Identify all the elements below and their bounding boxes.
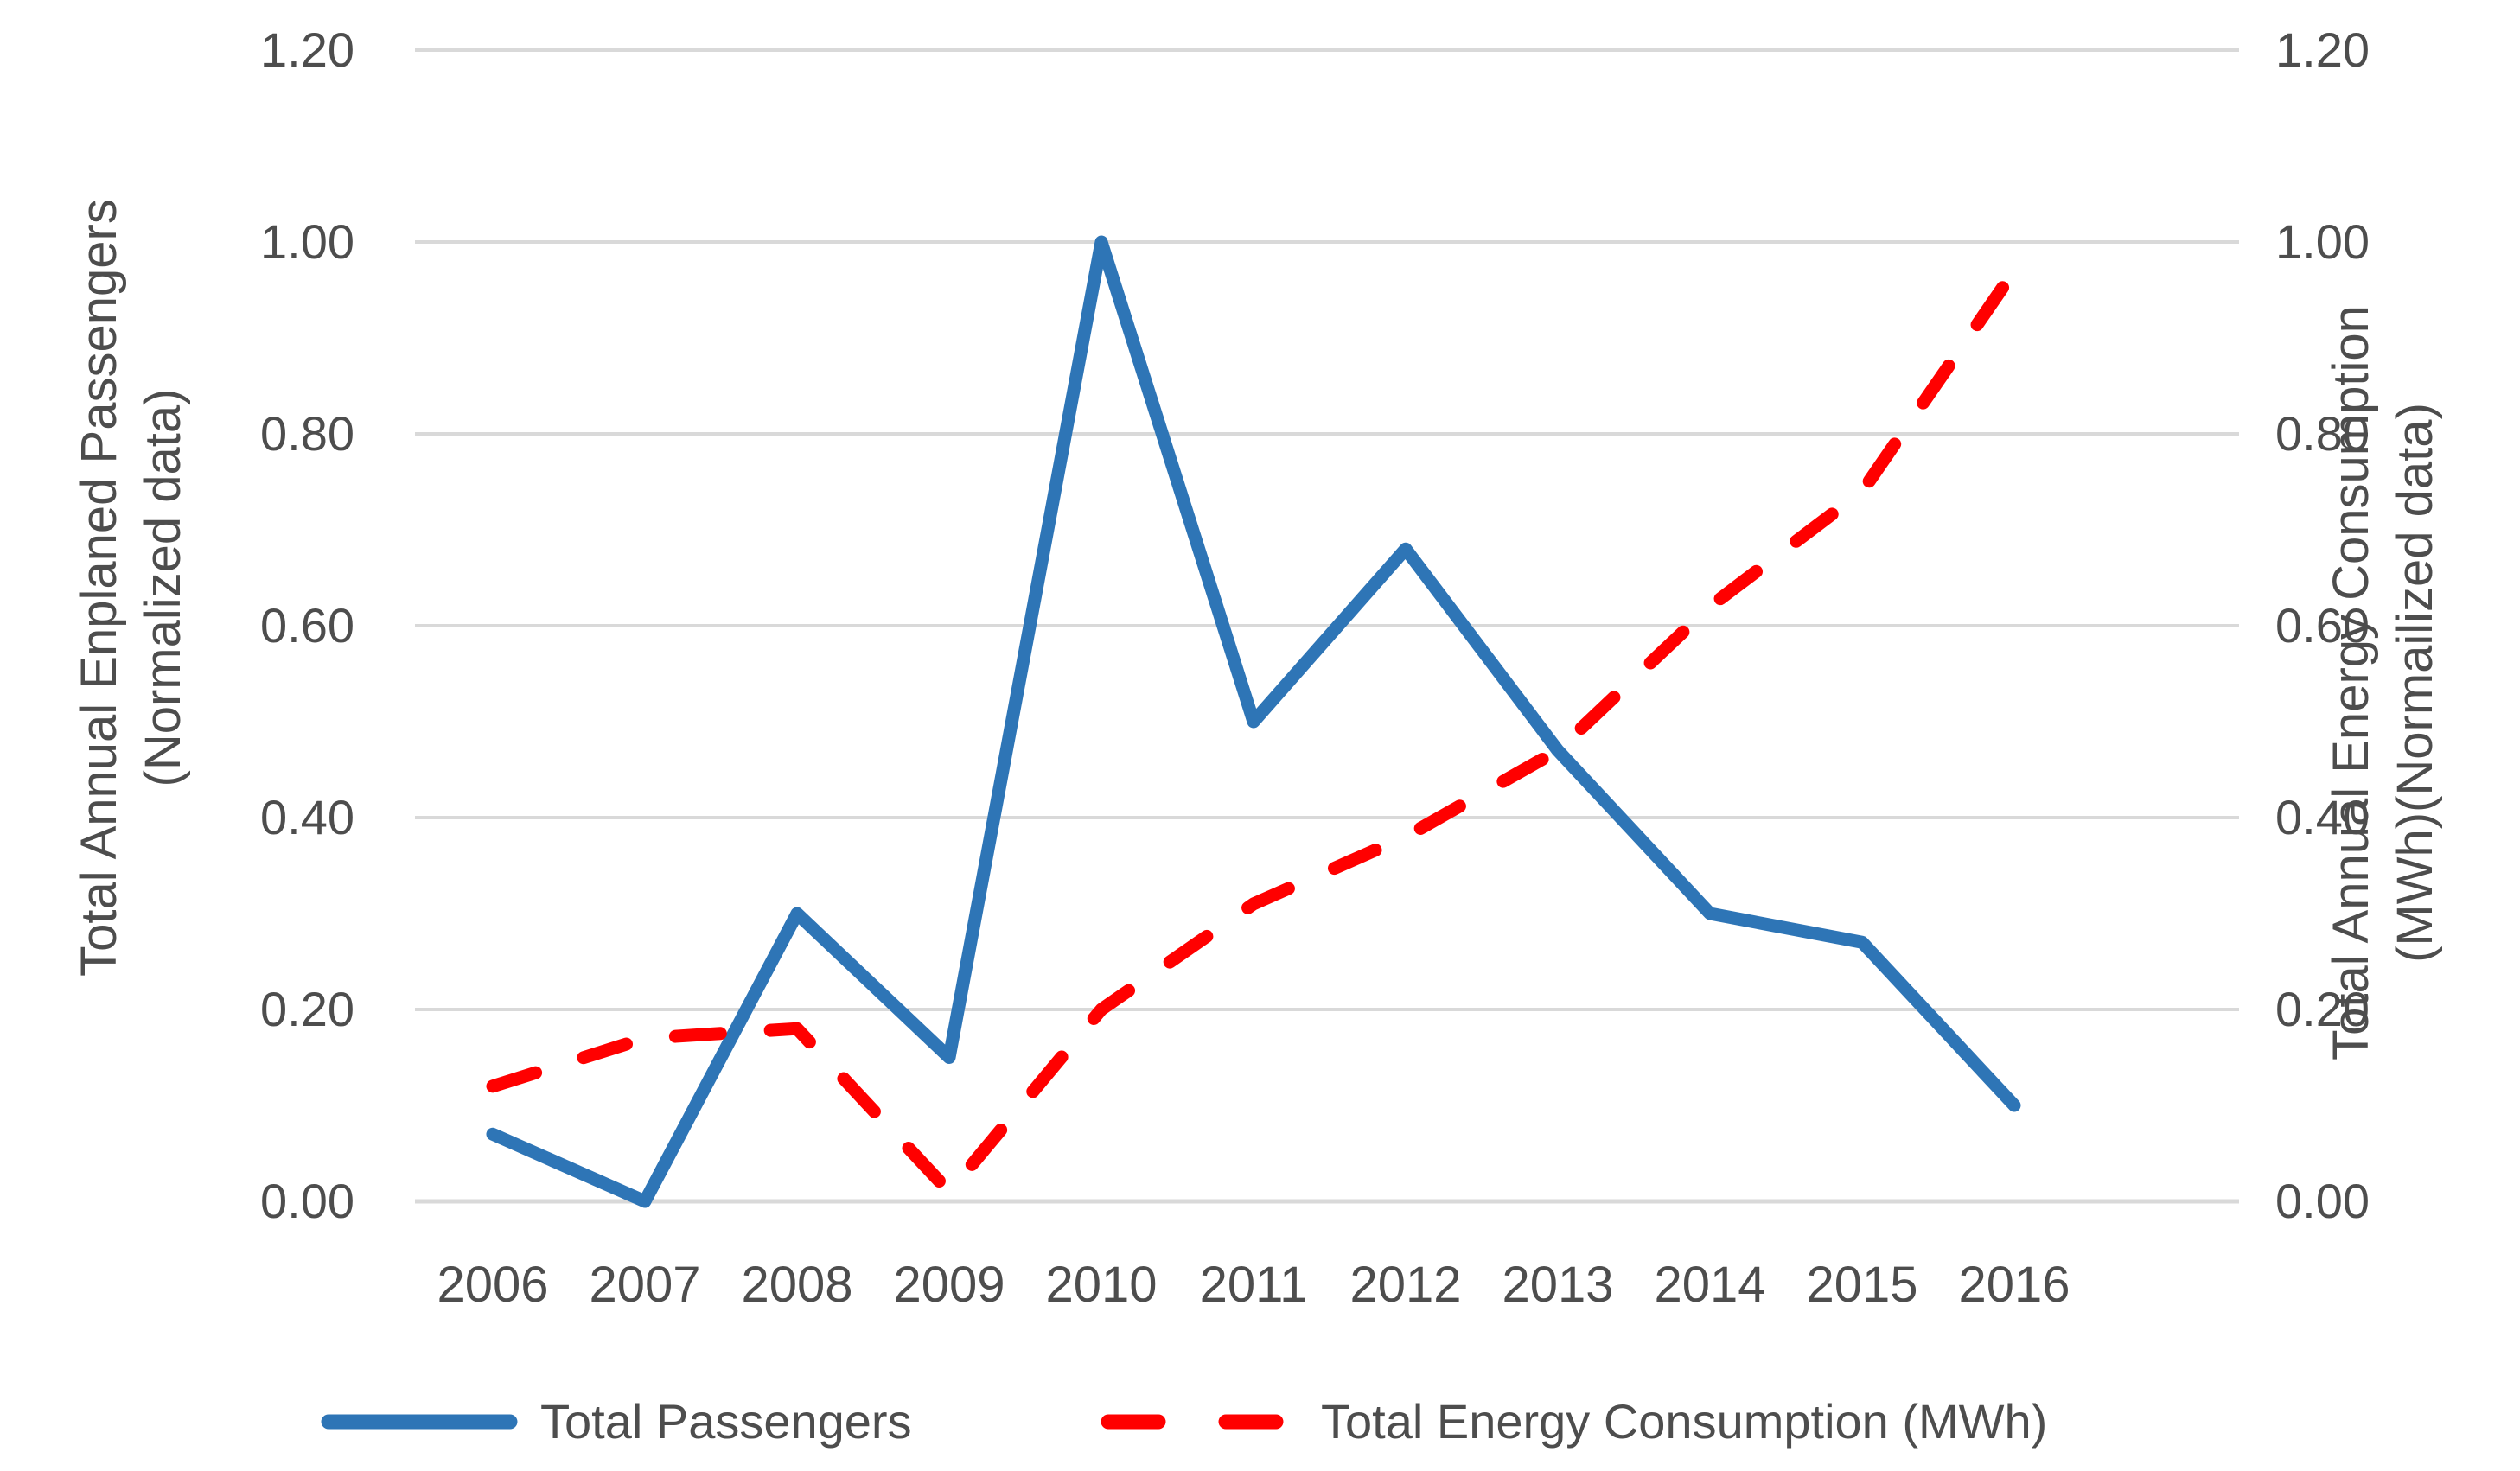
left-axis-tick: 0.40 [260, 790, 354, 844]
legend-label-passengers: Total Passengers [540, 1394, 912, 1449]
x-axis-tick: 2011 [1199, 1257, 1308, 1313]
right-axis-tick: 0.80 [2275, 406, 2370, 461]
x-axis-tick: 2012 [1349, 1257, 1462, 1313]
series-line-energy [486, 264, 2021, 1199]
right-axis-tick: 1.20 [2275, 22, 2370, 77]
x-axis-tick: 2008 [741, 1257, 853, 1313]
left-axis-tick: 0.20 [260, 982, 354, 1036]
left-axis-tick: 1.00 [260, 214, 354, 269]
left-axis-title-line2: (Normalized data) [135, 388, 191, 787]
left-axis-title: Total Annual Enplaned Passengers (Normal… [67, 199, 195, 977]
left-axis-tick: 1.20 [260, 22, 354, 77]
right-axis-tick: 0.20 [2275, 982, 2370, 1036]
legend-label-energy: Total Energy Consumption (MWh) [1321, 1394, 2048, 1449]
left-axis-title-line1: Total Annual Enplaned Passengers [71, 199, 127, 977]
left-axis-tick: 0.80 [260, 406, 354, 461]
right-axis-tick: 0.40 [2275, 790, 2370, 844]
x-axis-tick: 2016 [1958, 1257, 2070, 1313]
x-axis-tick: 2007 [589, 1257, 701, 1313]
legend-dashed-line-sample [1101, 1414, 1294, 1430]
legend-solid-line-sample [321, 1414, 518, 1430]
x-axis-tick: 2009 [893, 1257, 1005, 1313]
legend: Total Passengers Total Energy Consumptio… [0, 1383, 2520, 1469]
x-axis-tick: 2013 [1502, 1257, 1614, 1313]
x-axis-tick: 2015 [1806, 1257, 1918, 1313]
right-axis-tick: 1.00 [2275, 214, 2370, 269]
right-axis-tick: 0.60 [2275, 598, 2370, 653]
x-axis-tick: 2010 [1045, 1257, 1158, 1313]
x-axis-tick: 2014 [1654, 1257, 1766, 1313]
left-axis-tick: 0.00 [260, 1174, 354, 1228]
x-axis-tick: 2006 [437, 1257, 549, 1313]
series-line-passengers [486, 235, 2021, 1208]
left-axis-tick: 0.60 [260, 598, 354, 653]
right-axis-tick: 0.00 [2275, 1174, 2370, 1228]
